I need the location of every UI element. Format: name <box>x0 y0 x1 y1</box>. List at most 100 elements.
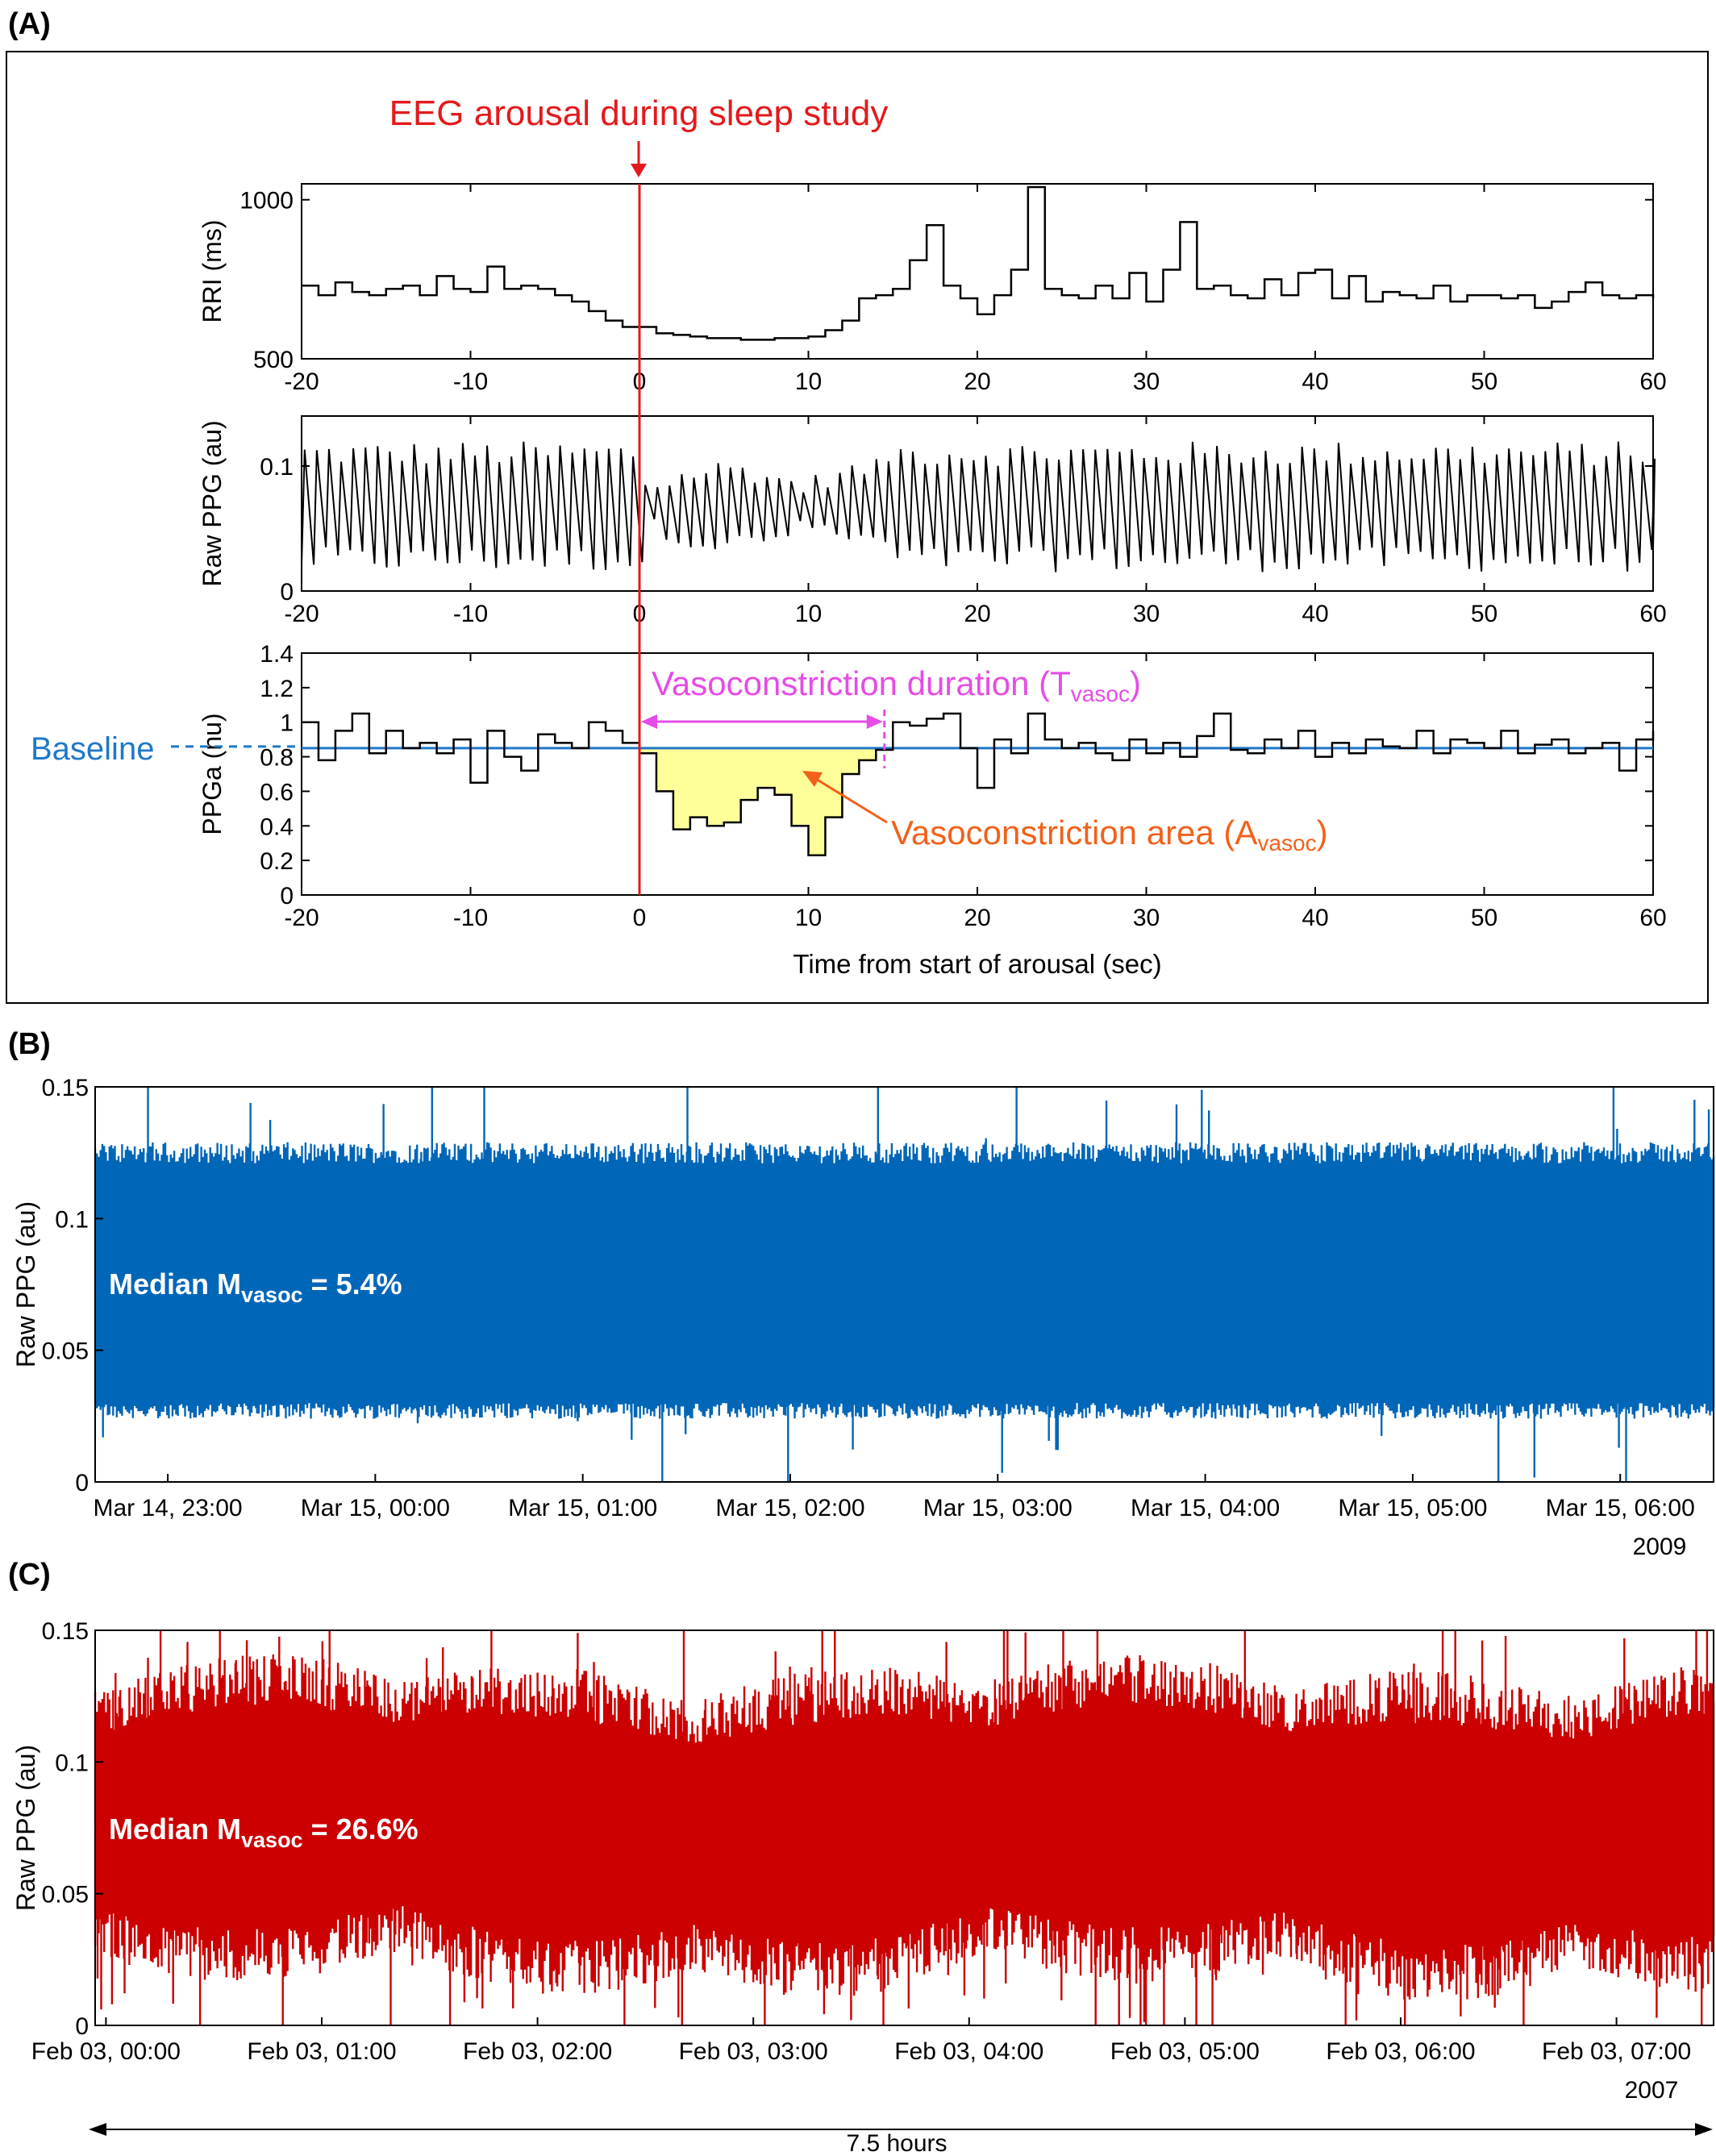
ppga-xtick-label: 30 <box>1133 905 1160 931</box>
ppga-ytick-label: 1.2 <box>260 676 294 702</box>
raw_ppg_b-xtick-label: Mar 15, 05:00 <box>1338 1495 1487 1521</box>
rri-xtick-label: 20 <box>964 368 990 395</box>
raw_ppg_c-xtick-label: Feb 03, 01:00 <box>247 2038 396 2065</box>
ppga-xtick-label: 0 <box>633 905 647 931</box>
ppga-series-line <box>302 712 1655 856</box>
ppga-xtick-label: 20 <box>964 905 990 931</box>
area-main: Vasoconstriction area (A <box>891 814 1257 851</box>
raw_ppg_c-ytick-label: 0 <box>75 2013 89 2040</box>
raw_ppg_a-xtick-label: 60 <box>1639 601 1666 627</box>
ppga-xtick-label: -10 <box>453 905 488 931</box>
raw-ppg-b-chart: 0 0.05 0.1 0.15 Mar 14, 23:00 Mar 15, 00:00 Ma… <box>11 1075 1715 1521</box>
area-close: ) <box>1317 814 1328 851</box>
raw_ppg_c-ytick-label: 0.1 <box>55 1750 89 1776</box>
median-c-label: Median Mvasoc = 26.6% <box>109 1813 419 1852</box>
ppga-ytick-label: 1.4 <box>260 641 294 668</box>
ppga-ylabel: PPGa (nu) <box>198 713 227 835</box>
span-arrow-left-head <box>89 2123 106 2136</box>
raw_ppg_b-ytick-label: 0.05 <box>42 1338 89 1365</box>
duration-close: ) <box>1130 664 1141 702</box>
area-arrow-line <box>814 776 888 824</box>
span-label: 7.5 hours <box>846 2130 947 2156</box>
raw_ppg_a-xtick-label: 40 <box>1302 601 1328 627</box>
raw_ppg_a-xtick-label: 10 <box>795 601 822 627</box>
raw_ppg_c-axes-box <box>94 1629 1714 2026</box>
ppga-ytick-label: 1 <box>280 710 294 737</box>
raw_ppg_b-axes-box <box>94 1086 1714 1483</box>
duration-annotation: Vasoconstriction duration (Tvasoc) <box>652 664 1141 706</box>
ppga-ytick-label: 0 <box>280 883 294 909</box>
panel-c-label: (C) <box>8 1558 51 1592</box>
event-annotation: EEG arousal during sleep study <box>389 94 889 133</box>
ppga-ytick-label: 0.8 <box>260 745 294 772</box>
raw_ppg_b-xtick-label: Mar 15, 03:00 <box>923 1495 1072 1521</box>
median-c-suffix: = 26.6% <box>303 1813 419 1846</box>
rri-xtick-label: 60 <box>1639 368 1666 395</box>
raw-ppg-a-series-line <box>301 441 1656 572</box>
rri-xtick-label: 30 <box>1133 368 1160 395</box>
vasoconstriction-area-fill <box>639 747 885 855</box>
duration-arrow-left-head <box>641 714 657 729</box>
raw_ppg_a-xtick-label: 30 <box>1133 601 1160 627</box>
raw_ppg_a-ylabel: Raw PPG (au) <box>198 420 227 586</box>
raw_ppg_c-xtick-label: Feb 03, 02:00 <box>463 2038 612 2065</box>
raw_ppg_a-ytick-label: 0.1 <box>260 454 294 481</box>
rri-series-line <box>302 185 1655 341</box>
raw_ppg_c-xtick-label: Feb 03, 06:00 <box>1326 2038 1475 2065</box>
duration-main: Vasoconstriction duration (T <box>652 664 1071 702</box>
raw_ppg_c-xtick-label: Feb 03, 04:00 <box>894 2038 1043 2065</box>
event-arrow-head <box>631 164 647 177</box>
raw_ppg_c-ylabel: Raw PPG (au) <box>11 1745 40 1911</box>
raw_ppg_c-ytick-label: 0.05 <box>42 1882 89 1908</box>
raw_ppg_b-xtick-label: Mar 14, 23:00 <box>93 1495 242 1521</box>
panel-a-label: (A) <box>8 7 51 41</box>
panel-a-frame <box>6 51 1709 1004</box>
ppga-ytick-label: 0.4 <box>260 814 294 840</box>
raw_ppg_b-ytick-label: 0 <box>75 1470 89 1496</box>
raw_ppg_b-ytick-label: 0.1 <box>55 1206 89 1233</box>
median-c-prefix: Median M <box>109 1813 241 1846</box>
ppga-ytick-label: 0.2 <box>260 848 294 875</box>
median-b-suffix: = 5.4% <box>303 1267 402 1301</box>
ppga-xtick-label: 50 <box>1471 905 1497 931</box>
ppga-ytick-label: 0.6 <box>260 779 294 805</box>
area-annotation: Vasoconstriction area (Avasoc) <box>891 814 1328 855</box>
duration-subscript: vasoc <box>1071 681 1130 706</box>
baseline-label: Baseline <box>31 731 154 767</box>
ppga-chart: -20 -10 0 10 20 30 40 50 60 0 0.2 0.4 0.6 0.8 1 1.2 1.4 P… <box>171 184 1667 931</box>
median-c-sub: vasoc <box>241 1828 303 1852</box>
duration-arrow-right-head <box>866 714 883 729</box>
raw_ppg_a-xtick-label: -20 <box>284 601 319 627</box>
span-arrow-right-head <box>1695 2123 1713 2136</box>
rri-chart: -20-1001020304050605001000RRI (ms) <box>198 183 1667 395</box>
raw_ppg_c-ytick-label: 0.15 <box>42 1618 89 1645</box>
rri-xtick-label: 10 <box>795 368 822 395</box>
rri-xtick-label: 50 <box>1471 368 1497 395</box>
median-b-sub: vasoc <box>241 1283 303 1307</box>
raw_ppg_b-xtick-label: Mar 15, 01:00 <box>508 1495 657 1521</box>
raw_ppg_b-xtick-label: Mar 15, 02:00 <box>715 1495 864 1521</box>
raw_ppg_b-ylabel: Raw PPG (au) <box>11 1201 40 1367</box>
panel-b-label: (B) <box>8 1027 51 1061</box>
raw_ppg_a-xtick-label: -10 <box>453 601 488 627</box>
raw_ppg_c-xtick-label: Feb 03, 00:00 <box>31 2038 181 2065</box>
ppga-xtick-label: 40 <box>1302 905 1328 931</box>
rri-ytick-label: 1000 <box>239 188 294 214</box>
rri-xtick-label: -10 <box>453 368 488 395</box>
year-b: 2009 <box>1633 1534 1687 1560</box>
raw_ppg_b-xtick-label: Mar 15, 04:00 <box>1131 1495 1280 1521</box>
ppga-xtick-label: 60 <box>1639 905 1666 931</box>
raw_ppg_b-ytick-label: 0.15 <box>42 1075 89 1101</box>
ppga-xtick-label: 10 <box>795 905 822 931</box>
raw_ppg_c-xtick-label: Feb 03, 07:00 <box>1542 2038 1691 2065</box>
rri-xtick-label: -20 <box>284 368 319 395</box>
raw_ppg_c-xtick-label: Feb 03, 03:00 <box>679 2038 828 2065</box>
raw_ppg_b-xtick-label: Mar 15, 00:00 <box>301 1495 450 1521</box>
rri-ytick-label: 500 <box>253 347 294 373</box>
area-arrow-head <box>802 771 823 787</box>
median-b-prefix: Median M <box>109 1267 241 1301</box>
raw_ppg_a-ytick-label: 0 <box>280 579 294 606</box>
median-b-label: Median Mvasoc = 5.4% <box>109 1267 402 1307</box>
